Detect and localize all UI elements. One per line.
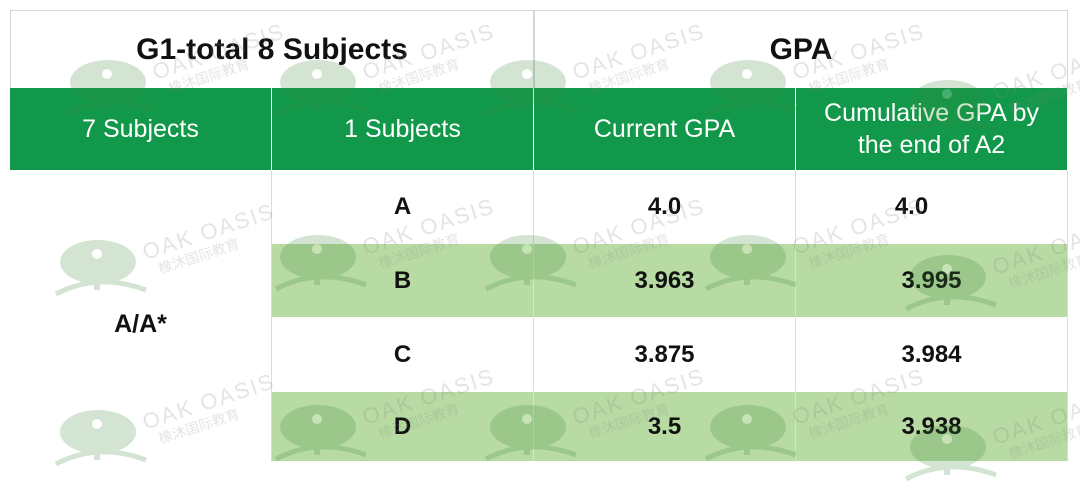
header-1-subjects: 1 Subjects (272, 88, 534, 170)
header-current-gpa: Current GPA (534, 88, 796, 170)
row-a-current-gpa: 4.0 (534, 170, 796, 244)
row-a-grade: A (272, 170, 534, 244)
row-c-grade: C (272, 318, 534, 392)
row-b-cumulative-gpa: 3.995 (796, 244, 1068, 318)
table-title-subjects: G1-total 8 Subjects (10, 10, 534, 88)
table-title-gpa: GPA (534, 10, 1068, 88)
row-b-current-gpa: 3.963 (534, 244, 796, 318)
row-d-current-gpa: 3.5 (534, 392, 796, 462)
merged-grade-cell: A/A* (10, 170, 272, 462)
header-7-subjects: 7 Subjects (10, 88, 272, 170)
row-c-cumulative-gpa: 3.984 (796, 318, 1068, 392)
row-d-cumulative-gpa: 3.938 (796, 392, 1068, 462)
row-a-cumulative-gpa: 4.0 (796, 170, 1068, 244)
header-cumulative-gpa: Cumulative GPA by the end of A2 (796, 88, 1068, 170)
row-d-grade: D (272, 392, 534, 462)
gpa-table: G1-total 8 Subjects GPA 7 Subjects 1 Sub… (10, 10, 1068, 462)
row-b-grade: B (272, 244, 534, 318)
row-c-current-gpa: 3.875 (534, 318, 796, 392)
